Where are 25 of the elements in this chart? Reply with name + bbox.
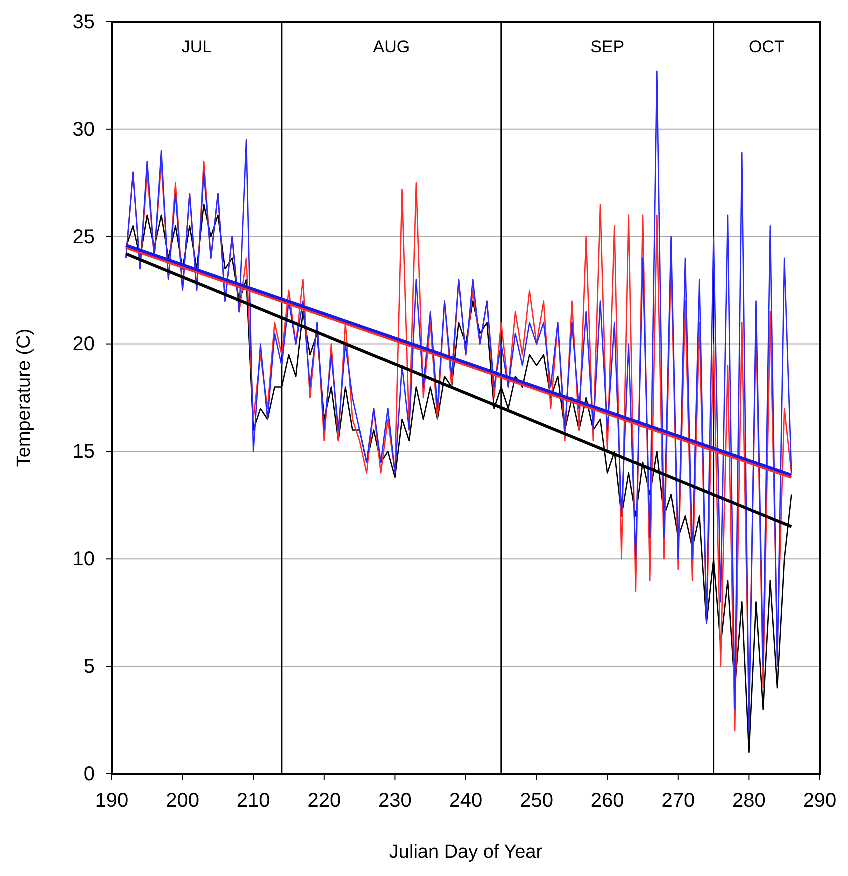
y-tick-label: 15 (72, 441, 95, 464)
y-tick-label: 5 (84, 656, 95, 678)
y-tick-label: 25 (72, 226, 95, 248)
annotation: OCT (748, 37, 785, 56)
annotation: SEP (590, 37, 625, 56)
x-axis-title: Julian Day of Year (389, 842, 544, 863)
y-tick-label: 30 (72, 118, 95, 141)
x-tick-label: 240 (449, 790, 483, 812)
x-tick-label: 250 (520, 790, 554, 812)
x-tick-label: 230 (378, 790, 412, 812)
y-tick-label: 10 (72, 548, 95, 571)
y-tick-label: 0 (84, 763, 95, 786)
y-tick-label: 35 (72, 11, 95, 34)
x-tick-label: 190 (95, 790, 129, 812)
y-tick-label: 20 (72, 334, 95, 356)
x-tick-label: 220 (308, 790, 342, 812)
x-tick-label: 270 (662, 790, 696, 812)
annotation: AUG (373, 37, 410, 56)
x-tick-label: 200 (166, 790, 200, 812)
annotation: JUL (182, 37, 212, 56)
x-tick-label: 260 (590, 790, 624, 812)
x-tick-label: 280 (732, 790, 766, 812)
x-tick-label: 290 (803, 790, 837, 812)
x-tick-label: 210 (236, 790, 270, 812)
y-axis-title: Temperature (C) (14, 328, 35, 468)
